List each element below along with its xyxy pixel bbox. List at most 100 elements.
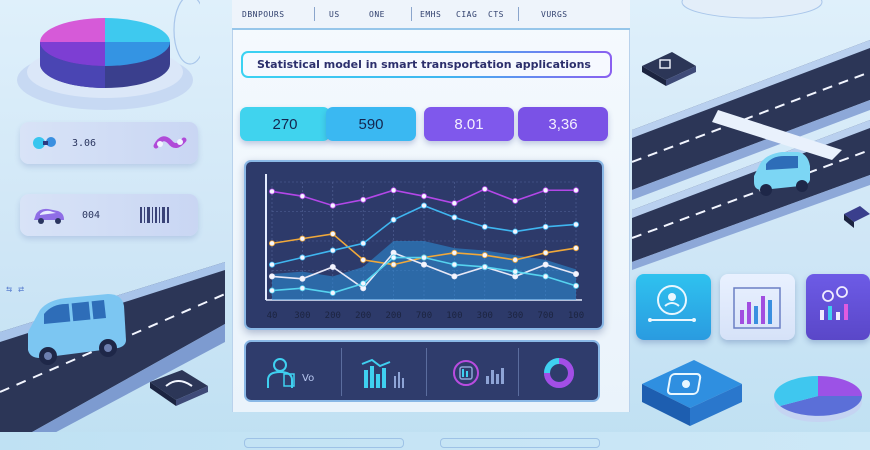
- data-point: [360, 256, 367, 263]
- data-point: [512, 256, 519, 263]
- data-point: [572, 271, 579, 278]
- data-point: [420, 202, 427, 209]
- highway-illustration: ⇆ ⇄: [0, 262, 225, 450]
- strip-item-3[interactable]: [452, 358, 508, 392]
- report-tile[interactable]: [720, 274, 795, 340]
- strip-item-4[interactable]: [542, 356, 576, 394]
- x-tick-label: 300: [294, 311, 310, 321]
- metric-card-4[interactable]: 3,36: [518, 107, 608, 141]
- footer-bar: [0, 432, 870, 450]
- x-tick-label: 100: [568, 311, 584, 321]
- data-point: [360, 196, 367, 203]
- link-icon: [33, 137, 56, 149]
- nav-item-2[interactable]: ONE: [369, 9, 385, 19]
- nav-item-0[interactable]: DBNPOURS: [242, 9, 285, 19]
- data-point: [451, 273, 458, 280]
- data-point: [390, 254, 397, 261]
- data-point: [268, 261, 275, 268]
- x-tick-label: 300: [507, 311, 523, 321]
- data-point: [481, 263, 488, 270]
- x-tick-label: 100: [446, 311, 462, 321]
- line-chart: 40 300 200 200 200 700 100 300 300 700 100: [265, 174, 584, 321]
- data-point: [360, 280, 367, 287]
- x-tick-label: 40: [267, 311, 278, 321]
- nav-item-3[interactable]: EMHS: [420, 9, 442, 19]
- data-point: [572, 282, 579, 289]
- data-point: [268, 188, 275, 195]
- data-point: [512, 268, 519, 275]
- data-point: [451, 261, 458, 268]
- nav-divider: [411, 7, 412, 21]
- data-point: [481, 252, 488, 259]
- profile-tile[interactable]: [636, 274, 711, 340]
- strip-item-1[interactable]: Vo: [264, 356, 314, 390]
- data-point: [268, 273, 275, 280]
- metric-card-2[interactable]: 590: [326, 107, 416, 141]
- bar-chart-icon: [361, 358, 404, 388]
- data-point: [390, 261, 397, 268]
- data-point: [572, 245, 579, 252]
- nav-item-6[interactable]: VURGS: [541, 9, 568, 19]
- data-point: [451, 249, 458, 256]
- footer-card: [244, 438, 404, 448]
- data-point: [481, 223, 488, 230]
- data-point: [329, 263, 336, 270]
- data-point: [420, 193, 427, 200]
- strip-item-2[interactable]: [360, 356, 406, 394]
- data-point: [329, 230, 336, 237]
- data-point: [299, 193, 306, 200]
- footer-card: [440, 438, 600, 448]
- x-tick-label: 300: [477, 311, 493, 321]
- title-banner: Statistical model in smart transportatio…: [241, 51, 612, 78]
- data-point: [420, 261, 427, 268]
- nav-item-4[interactable]: CIAG: [456, 9, 478, 19]
- pie-chart-3d-icon: [17, 0, 200, 110]
- person-icon: [267, 358, 295, 388]
- x-tick-label: 200: [385, 311, 401, 321]
- metric-card-1[interactable]: 270: [240, 107, 330, 141]
- data-point: [299, 254, 306, 261]
- bottom-icon-strip: Vo: [244, 340, 600, 402]
- data-point: [299, 285, 306, 292]
- nav-item-5[interactable]: CTS: [488, 9, 504, 19]
- data-point: [542, 187, 549, 194]
- x-tick-label: 700: [537, 311, 553, 321]
- strip-divider: [518, 348, 519, 396]
- data-point: [268, 240, 275, 247]
- data-point: [451, 214, 458, 221]
- x-tick-label: 200: [355, 311, 371, 321]
- data-point: [572, 187, 579, 194]
- bar-chart-icon: [733, 287, 781, 329]
- data-point: [542, 261, 549, 268]
- data-point: [542, 273, 549, 280]
- data-point: [451, 200, 458, 207]
- security-chip-icon: [642, 360, 742, 426]
- line-chart-panel: 40 300 200 200 200 700 100 300 300 700 100: [244, 160, 604, 330]
- stat-card-1[interactable]: 3.06: [20, 122, 198, 164]
- chip-icon: [844, 206, 870, 228]
- stat-card-2[interactable]: 004: [20, 194, 198, 236]
- strip-divider: [341, 348, 342, 396]
- barcode-icon: [140, 207, 169, 223]
- car-icon: [34, 208, 64, 224]
- data-point: [268, 287, 275, 294]
- stat-card-1-value: 3.06: [72, 137, 97, 149]
- data-point: [542, 249, 549, 256]
- analytics-tile[interactable]: [806, 274, 870, 340]
- chip-icon: [150, 370, 208, 406]
- strip-item-1-label: Vo: [302, 372, 315, 384]
- strip-divider: [426, 348, 427, 396]
- data-point: [390, 216, 397, 223]
- connector-icon: [153, 136, 187, 149]
- van-icon: [28, 294, 126, 365]
- data-point: [512, 228, 519, 235]
- top-navigation: DBNPOURS US ONE EMHS CIAG CTS VURGS: [232, 0, 630, 30]
- nav-item-1[interactable]: US: [329, 9, 340, 19]
- series-area: [272, 241, 576, 300]
- metric-card-3[interactable]: 8.01: [424, 107, 514, 141]
- data-point: [542, 223, 549, 230]
- people-icon: [820, 286, 848, 320]
- data-point: [329, 202, 336, 209]
- pie-chart-icon: [774, 376, 862, 422]
- data-point: [572, 221, 579, 228]
